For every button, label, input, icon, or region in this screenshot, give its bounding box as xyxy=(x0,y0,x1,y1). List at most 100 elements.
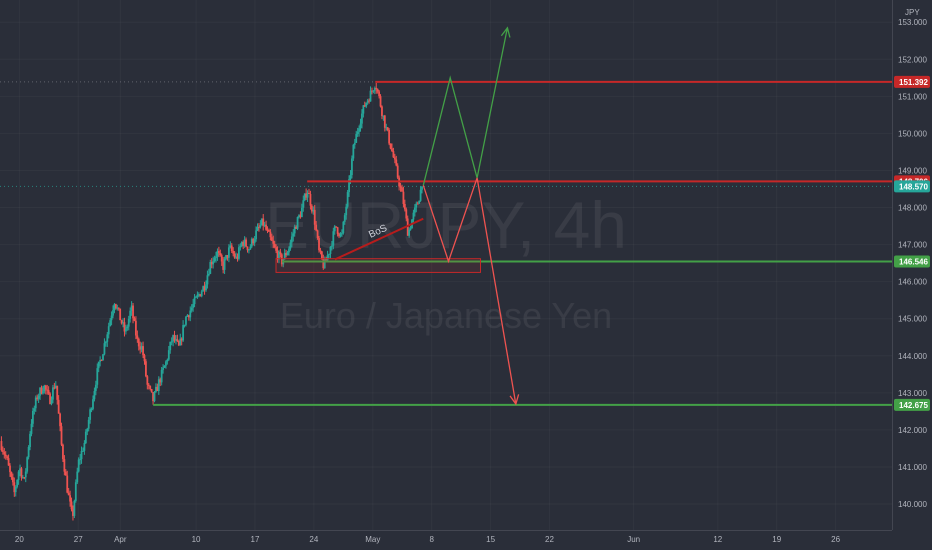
candle-body xyxy=(336,227,339,234)
candle-body xyxy=(415,203,418,208)
candle-body xyxy=(293,226,296,234)
drawings[interactable]: BoS xyxy=(153,26,892,406)
candle-body xyxy=(67,492,70,496)
candle-body xyxy=(16,479,19,487)
candle-body xyxy=(242,242,245,246)
candle-body xyxy=(99,360,102,362)
candle-body xyxy=(226,255,229,258)
candle-body xyxy=(60,426,63,445)
candle-body xyxy=(239,246,242,248)
candle-body xyxy=(33,408,36,411)
candle-body xyxy=(56,385,59,400)
candle-body xyxy=(120,320,123,324)
candle-body xyxy=(369,90,372,102)
candle-body xyxy=(258,226,260,228)
candle-body xyxy=(26,457,29,472)
candle-body xyxy=(382,115,385,117)
candle-body xyxy=(300,207,303,218)
candle-body xyxy=(106,334,109,342)
candle-body xyxy=(63,459,66,472)
candle-body xyxy=(253,239,256,244)
time-tick-label: 19 xyxy=(772,535,781,544)
candle-body xyxy=(110,315,113,321)
candle-body xyxy=(318,238,320,251)
candle-body xyxy=(260,218,263,226)
candle-body xyxy=(169,341,172,351)
candle-body xyxy=(269,231,272,238)
time-tick-label: 17 xyxy=(251,535,260,544)
demand-zone-box xyxy=(275,258,482,273)
price-axis[interactable]: JPY 153.000 152.000 151.000 150.000 149.000 1… xyxy=(892,0,932,550)
candle-body xyxy=(421,186,423,190)
candle-body xyxy=(107,326,110,335)
candle-body xyxy=(20,468,23,478)
candle-body xyxy=(215,256,217,259)
level-tag-text: 142.675 xyxy=(899,401,928,410)
candle-body xyxy=(325,259,328,261)
candle-body xyxy=(7,458,10,466)
candle-body xyxy=(328,253,330,256)
candle-body xyxy=(217,251,220,254)
candle-body xyxy=(399,186,402,188)
candle-body xyxy=(37,395,40,399)
candle-body xyxy=(388,130,391,144)
candle-body xyxy=(326,255,329,261)
candle-body xyxy=(113,304,116,311)
candle-body xyxy=(66,475,69,493)
candle-body xyxy=(146,376,149,385)
candle-body xyxy=(21,477,24,479)
candle-body xyxy=(249,246,252,250)
candle-body xyxy=(10,472,13,478)
candle-body xyxy=(165,361,167,366)
candle-body xyxy=(133,318,136,321)
candle-body xyxy=(268,230,270,232)
candle-body xyxy=(77,459,80,472)
candle-body xyxy=(371,90,373,92)
candle-body xyxy=(385,127,388,129)
candle-body xyxy=(104,341,107,344)
candle-body xyxy=(69,495,71,502)
candle-body xyxy=(393,157,396,160)
candle-body xyxy=(299,215,302,218)
time-tick-label: 10 xyxy=(192,535,201,544)
candle-body xyxy=(245,239,247,247)
candle-body xyxy=(36,397,39,399)
candle-body xyxy=(170,341,173,343)
time-tick-label: Jun xyxy=(627,535,640,544)
candle-body xyxy=(298,215,300,218)
candle-body xyxy=(119,308,122,321)
candle-body xyxy=(225,255,227,260)
candle-body xyxy=(142,346,144,356)
candle-body xyxy=(353,142,356,145)
candle-body xyxy=(74,482,77,501)
candle-body xyxy=(320,251,323,260)
candle-body xyxy=(322,259,325,269)
time-tick-label: 22 xyxy=(545,535,554,544)
candle-body xyxy=(195,296,197,298)
candle-body xyxy=(376,89,379,92)
candles xyxy=(0,82,423,521)
candle-body xyxy=(137,338,140,347)
time-axis[interactable]: 20 27 Apr 10 17 24 May 8 15 22 Jun 12 19 26 xyxy=(0,530,892,545)
candle-body xyxy=(209,261,212,274)
candle-body xyxy=(262,218,265,226)
candle-body xyxy=(24,471,27,478)
candle-body xyxy=(255,230,257,240)
candle-body xyxy=(392,151,395,158)
candle-body xyxy=(129,310,132,319)
candle-body xyxy=(356,131,359,135)
watermark-symbol: EURJPY, 4h xyxy=(265,188,627,262)
candle-body xyxy=(116,307,119,309)
candle-body xyxy=(203,286,206,291)
candle-body xyxy=(92,399,94,409)
time-tick-label: May xyxy=(365,535,380,544)
candle-body xyxy=(157,379,160,392)
grid xyxy=(0,81,892,187)
candle-body xyxy=(59,413,61,427)
candle-body xyxy=(23,477,26,479)
candle-body xyxy=(126,326,129,329)
candle-body xyxy=(114,304,117,309)
candle-body xyxy=(236,256,239,259)
